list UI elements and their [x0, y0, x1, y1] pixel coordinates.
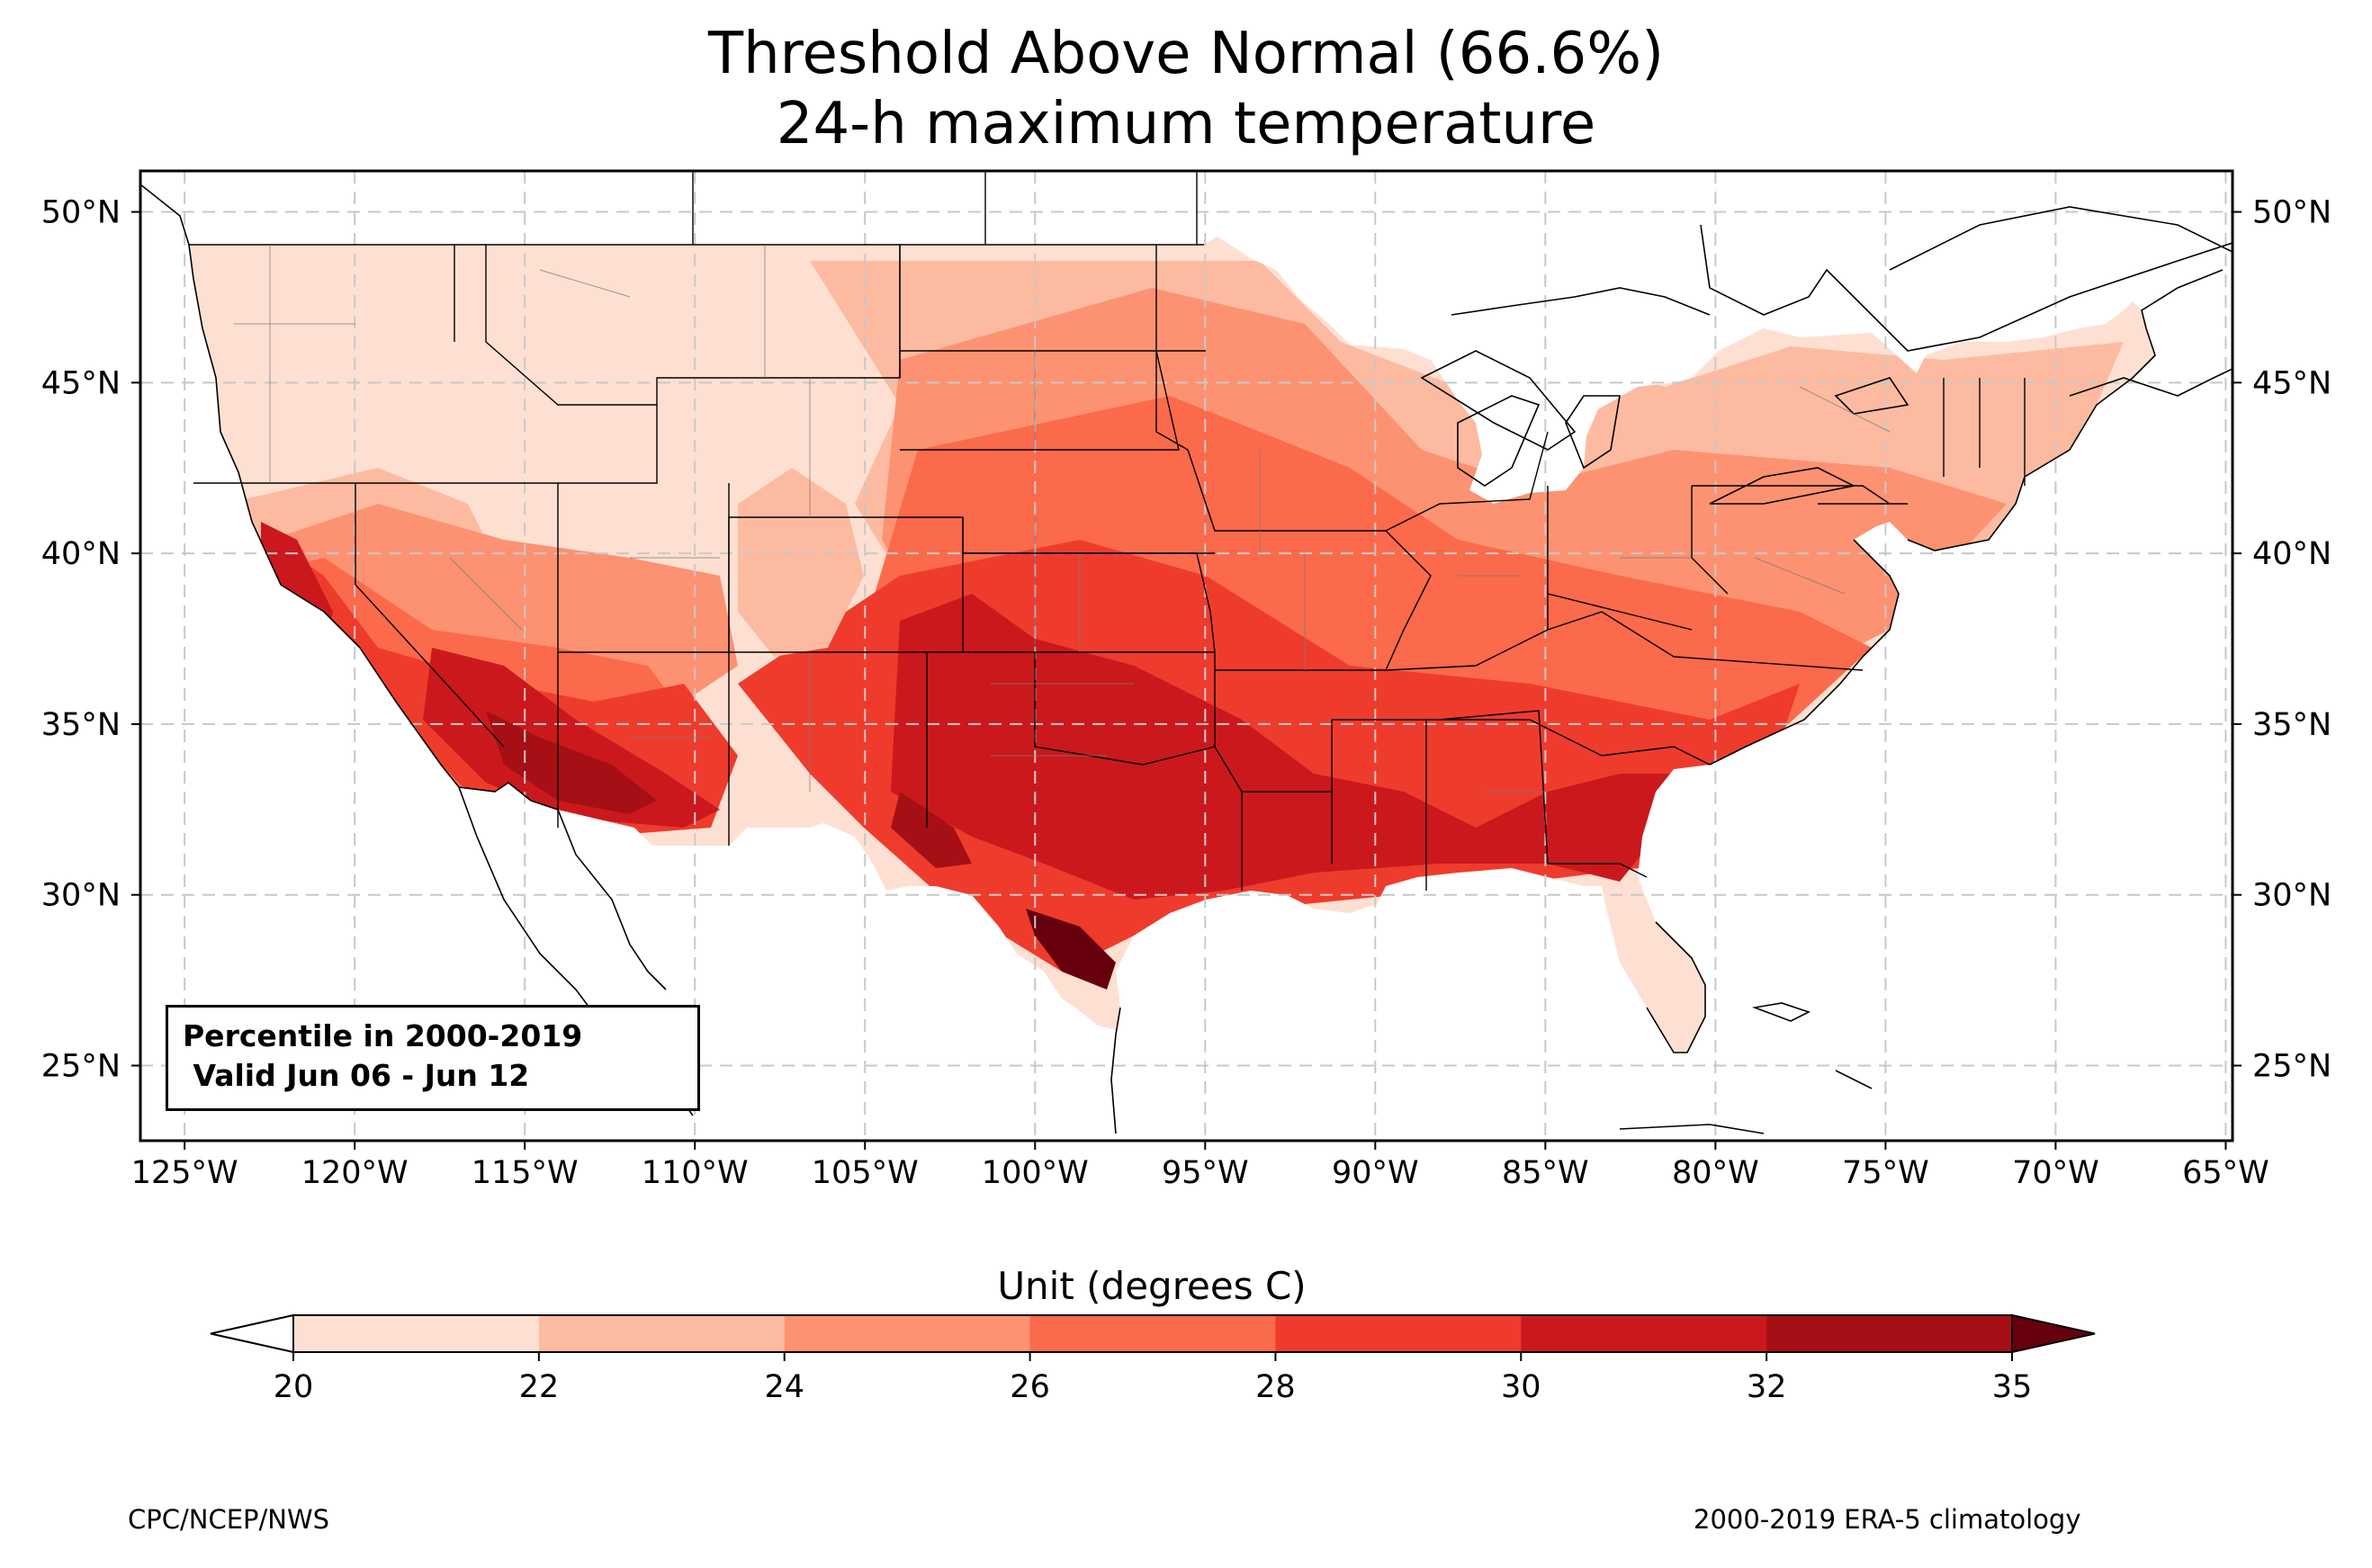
colorbar-tick-label: 26 — [1010, 1369, 1050, 1405]
lat-tick-label-right: 35°N — [2252, 707, 2332, 743]
colorbar-segment — [1275, 1315, 1522, 1352]
lat-tick-label-right: 45°N — [2252, 365, 2332, 401]
colorbar-extend-high — [2011, 1313, 2096, 1354]
map-title: Threshold Above Normal (66.6%) — [707, 21, 1665, 87]
lat-tick-label-left: 30°N — [41, 878, 121, 914]
lat-tick-label-right: 30°N — [2252, 878, 2332, 914]
colorbar-segment — [1766, 1315, 2013, 1352]
lon-tick-label: 110°W — [642, 1155, 749, 1191]
lon-tick-label: 80°W — [1672, 1155, 1759, 1191]
longitude-ticks: 125°W 120°W 115°W 110°W 105°W 100°W 95°W 90°W 85… — [131, 1141, 2269, 1191]
lat-tick-label-right: 25°N — [2252, 1048, 2332, 1084]
footer-source: CPC/NCEP/NWS — [128, 1504, 330, 1535]
lon-tick-label: 105°W — [812, 1155, 919, 1191]
lat-tick-label-left: 50°N — [41, 195, 121, 231]
colorbar: 20 22 24 26 28 30 32 35 — [210, 1313, 2096, 1405]
colorbar-tick-label: 35 — [1992, 1369, 2033, 1405]
colorbar-tick-label: 32 — [1747, 1369, 1787, 1405]
lat-tick-label-left: 45°N — [41, 365, 121, 401]
colorbar-segment — [538, 1315, 786, 1352]
colorbar-tick-label: 28 — [1255, 1369, 1296, 1405]
colorbar-segment — [784, 1315, 1031, 1352]
lon-tick-label: 65°W — [2182, 1155, 2269, 1191]
lat-tick-label-right: 50°N — [2252, 195, 2332, 231]
colorbar-tick-label: 24 — [764, 1369, 804, 1405]
period-info-box: Percentile in 2000-2019 Valid Jun 06 - J… — [166, 1005, 700, 1111]
latitude-ticks-left: 50°N 45°N 40°N 35°N 30°N 25°N — [41, 195, 140, 1084]
lat-tick-label-right: 40°N — [2252, 536, 2332, 572]
map-subtitle: 24-h maximum temperature — [776, 91, 1596, 157]
footer-climatology: 2000-2019 ERA-5 climatology — [1694, 1504, 2081, 1535]
lon-tick-label: 75°W — [1842, 1155, 1929, 1191]
lon-tick-label: 125°W — [131, 1155, 238, 1191]
colorbar-tick-label: 20 — [274, 1369, 314, 1405]
lat-tick-label-left: 35°N — [41, 707, 121, 743]
colorbar-extend-low — [210, 1313, 294, 1354]
period-info-line1: Percentile in 2000-2019 — [183, 1018, 583, 1053]
lon-tick-label: 100°W — [982, 1155, 1089, 1191]
lon-tick-label: 120°W — [301, 1155, 409, 1191]
colorbar-outline — [292, 1314, 2013, 1353]
colorbar-segment — [1029, 1315, 1276, 1352]
colorbar-label: Unit (degrees C) — [997, 1264, 1307, 1308]
colorbar-tick-label: 22 — [519, 1369, 560, 1405]
lat-tick-label-left: 25°N — [41, 1048, 121, 1084]
lon-tick-label: 90°W — [1332, 1155, 1419, 1191]
lon-tick-label: 70°W — [2012, 1155, 2099, 1191]
lat-tick-label-left: 40°N — [41, 536, 121, 572]
latitude-ticks-right: 50°N 45°N 40°N 35°N 30°N 25°N — [2233, 195, 2332, 1084]
lon-tick-label: 95°W — [1162, 1155, 1249, 1191]
period-info-line2: Valid Jun 06 - Jun 12 — [183, 1058, 530, 1093]
division-borders — [234, 245, 1891, 793]
colorbar-tick-label: 30 — [1501, 1369, 1541, 1405]
lon-tick-label: 115°W — [472, 1155, 579, 1191]
colorbar-segment — [293, 1315, 540, 1352]
lon-tick-label: 85°W — [1502, 1155, 1589, 1191]
colorbar-segment — [1521, 1315, 1767, 1352]
